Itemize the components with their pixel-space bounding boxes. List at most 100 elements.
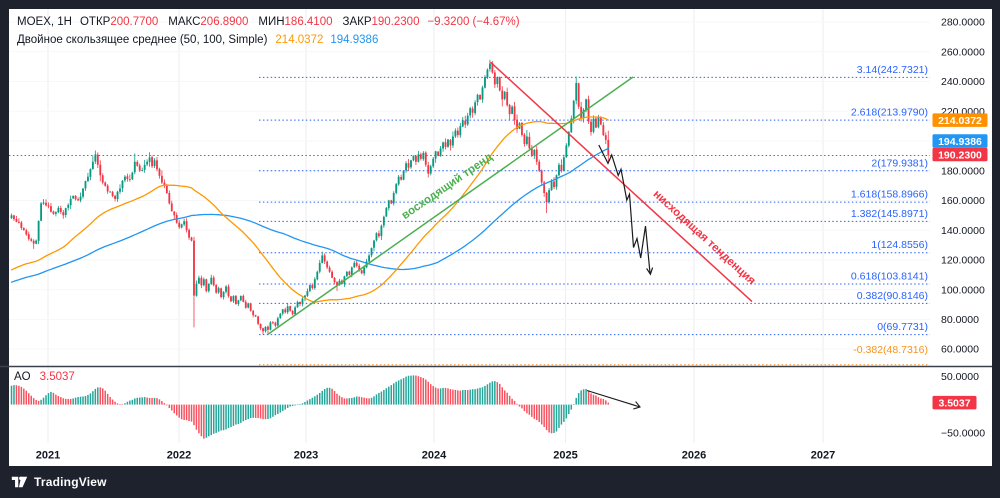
ao-bar: [355, 396, 358, 405]
candle-body: [79, 196, 82, 201]
ao-bar: [198, 404, 200, 434]
price-badge[interactable]: [932, 147, 988, 162]
tradingview-logo-icon[interactable]: [11, 475, 28, 489]
ao-bar: [47, 393, 50, 405]
ao-bar: [429, 384, 432, 405]
ao-bar: [284, 404, 286, 410]
candle-body: [592, 118, 595, 132]
fib-level-label: 2(179.9381): [871, 157, 928, 169]
ao-bar: [210, 404, 212, 436]
ao-bar: [570, 404, 573, 410]
descending-trendline[interactable]: [489, 61, 753, 303]
forecast-zigzag-arrow[interactable]: [598, 144, 651, 274]
ao-bar: [99, 387, 102, 405]
candle-body: [205, 279, 208, 292]
ao-bar: [427, 381, 430, 405]
ao-bar: [462, 390, 464, 405]
candle-body: [267, 326, 269, 330]
candle-body: [72, 195, 75, 199]
ao-bar: [62, 398, 65, 405]
ao-bar: [131, 399, 134, 405]
candle-body: [161, 175, 163, 183]
ao-bar: [282, 404, 284, 411]
ao-bar: [338, 395, 341, 405]
candle-body: [595, 118, 597, 128]
ao-bar: [15, 385, 18, 405]
fib-level-label: -0.382(48.7316): [853, 344, 928, 356]
candle-body: [336, 282, 338, 286]
ao-bar: [531, 404, 533, 417]
candle-body: [558, 164, 560, 176]
ao-bar: [540, 404, 543, 425]
ao-bar: [592, 394, 595, 405]
candle-body: [156, 160, 158, 170]
ao-bar: [296, 404, 299, 406]
change-value: −9.3200 (−4.67%): [427, 16, 520, 28]
ao-bar: [600, 398, 602, 405]
indicator-legend-row[interactable]: Двойное скользящее среднее (50, 100, Sim…: [17, 31, 520, 49]
ao-bar: [410, 375, 412, 405]
ao-bar: [52, 392, 55, 405]
candle-body: [333, 277, 336, 283]
candle-body: [276, 318, 279, 326]
candle-body: [284, 309, 287, 313]
candle-body: [212, 277, 215, 286]
candle-body: [291, 310, 294, 315]
candle-body: [373, 240, 375, 248]
candle-body: [54, 212, 57, 214]
candle-body: [400, 177, 403, 180]
ao-legend-row[interactable]: AO 3.5037: [14, 371, 75, 383]
fib-level-label: 0(69.7731): [877, 321, 928, 333]
ao-bar: [212, 404, 215, 434]
tradingview-brand-text[interactable]: TradingView: [34, 475, 107, 489]
ao-bar: [476, 388, 479, 405]
ao-bar: [577, 393, 580, 405]
ao-bar: [321, 390, 323, 405]
ao-bar: [373, 396, 375, 405]
ao-projection-arrow[interactable]: [586, 389, 641, 408]
ao-bar: [351, 397, 353, 405]
ao-bar: [252, 404, 254, 418]
candle-body: [32, 240, 35, 244]
candle-body: [67, 204, 70, 208]
candle-body: [101, 175, 104, 183]
ascending-trendline[interactable]: [267, 76, 634, 335]
candle-body: [548, 190, 551, 203]
price-badge[interactable]: [932, 134, 988, 148]
ao-bar: [528, 404, 531, 415]
ao-bar: [407, 375, 410, 405]
candle-body: [414, 155, 417, 162]
candle-body: [163, 182, 166, 186]
ao-bar: [245, 404, 247, 421]
ao-bar: [543, 404, 545, 427]
candle-body: [345, 271, 348, 277]
price-axis-label: 140.0000: [941, 225, 985, 237]
ao-bar: [299, 403, 301, 405]
ao-bar: [496, 382, 499, 405]
candle-body: [471, 108, 474, 113]
price-badge[interactable]: [932, 395, 977, 410]
candle-body: [311, 284, 314, 289]
ao-bar: [506, 392, 508, 405]
candle-body: [582, 109, 585, 119]
candle-body: [417, 154, 420, 162]
ao-bar: [294, 404, 296, 406]
ao-bar: [114, 401, 116, 405]
ao-bar: [388, 386, 390, 405]
ao-bar: [50, 391, 52, 405]
candle-body: [410, 160, 412, 168]
ao-bar: [40, 399, 42, 405]
ao-bar: [188, 404, 190, 421]
price-badge[interactable]: [932, 113, 988, 127]
ohlc-values: ОТКР200.7700 МАКС206.8900 МИН186.4100 ЗАКР1…: [80, 13, 420, 31]
ao-bar: [87, 394, 89, 405]
ao-bar: [331, 388, 333, 405]
ao-bar: [158, 399, 161, 405]
ao-bar: [326, 387, 328, 405]
candle-body: [464, 120, 467, 125]
symbol-legend-row[interactable]: MOEX, 1Н ОТКР200.7700 МАКС206.8900 МИН186.…: [17, 13, 520, 31]
ao-bar: [304, 401, 306, 405]
candle-body: [604, 135, 607, 140]
ao-bar: [499, 383, 501, 405]
